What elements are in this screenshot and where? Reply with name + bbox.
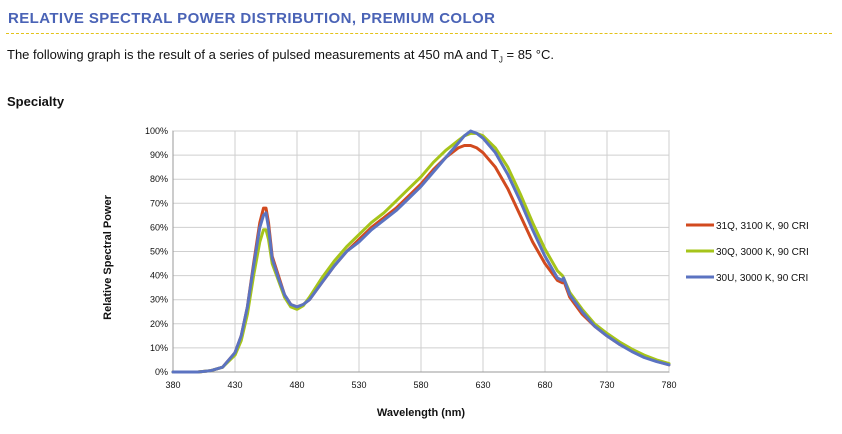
chart-legend: 31Q, 3100 K, 90 CRI 30Q, 3000 K, 90 CRI 30… (686, 221, 809, 284)
x-axis-title: Wavelength (nm) (377, 407, 466, 419)
y-tick-label: 60% (150, 222, 168, 232)
x-tick-label: 630 (475, 380, 490, 390)
x-tick-label: 580 (413, 380, 428, 390)
y-tick-label: 80% (150, 174, 168, 184)
subheading: Specialty (7, 94, 65, 109)
y-axis-title: Relative Spectral Power (102, 194, 114, 319)
intro-text-main: The following graph is the result of a s… (7, 47, 499, 62)
x-tick-label: 730 (599, 380, 614, 390)
x-tick-label: 480 (289, 380, 304, 390)
legend-item: 31Q, 3100 K, 90 CRI (686, 221, 809, 232)
x-tick-label: 680 (537, 380, 552, 390)
y-tick-label: 20% (150, 319, 168, 329)
legend-label: 31Q, 3100 K, 90 CRI (716, 221, 809, 232)
y-tick-label: 30% (150, 295, 168, 305)
chart-axes: 0% 10% 20% 30% 40% 50% 60% 70% 80% 90% 100% 380 430 4… (145, 126, 677, 390)
legend-label: 30Q, 3000 K, 90 CRI (716, 247, 809, 258)
intro-text-tail: = 85 °C. (502, 47, 554, 62)
chart-series (171, 129, 671, 374)
y-tick-label: 100% (145, 126, 168, 136)
title-divider (6, 33, 832, 34)
y-tick-label: 90% (150, 150, 168, 160)
intro-text: The following graph is the result of a s… (7, 47, 554, 65)
y-tick-label: 70% (150, 198, 168, 208)
legend-label: 30U, 3000 K, 90 CRI (716, 273, 808, 284)
x-tick-label: 530 (351, 380, 366, 390)
y-tick-label: 50% (150, 247, 168, 257)
y-tick-label: 10% (150, 343, 168, 353)
y-tick-label: 0% (155, 367, 168, 377)
legend-item: 30U, 3000 K, 90 CRI (686, 273, 808, 284)
series-line-3 (171, 129, 671, 374)
section-title: RELATIVE SPECTRAL POWER DISTRIBUTION, PR… (8, 10, 496, 27)
x-tick-label: 380 (165, 380, 180, 390)
x-tick-label: 780 (661, 380, 676, 390)
legend-item: 30Q, 3000 K, 90 CRI (686, 247, 809, 258)
chart-grid (172, 130, 670, 373)
x-tick-label: 430 (227, 380, 242, 390)
y-tick-label: 40% (150, 271, 168, 281)
intro-text-subscript: J (498, 55, 503, 65)
